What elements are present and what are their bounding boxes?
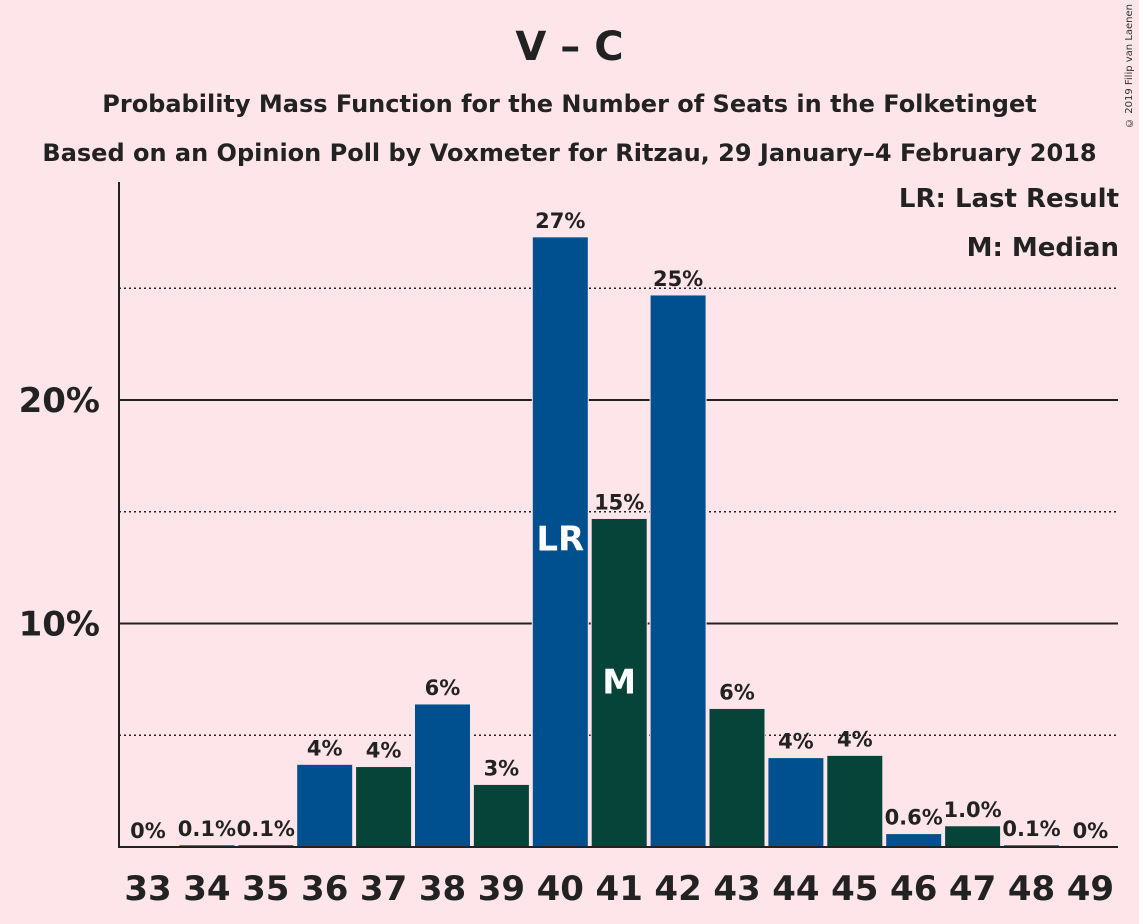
y-tick-label: 20% xyxy=(19,381,100,421)
x-tick-label-46: 46 xyxy=(890,869,937,909)
x-tick-label-47: 47 xyxy=(949,869,996,909)
y-tick-label: 10% xyxy=(19,605,100,645)
legend-median: M: Median xyxy=(966,233,1119,263)
data-label-36: 4% xyxy=(307,736,343,760)
data-label-41: 15% xyxy=(594,490,644,514)
x-tick-label-44: 44 xyxy=(772,869,819,909)
data-label-46: 0.6% xyxy=(885,806,943,830)
data-label-45: 4% xyxy=(837,727,873,751)
x-tick-label-35: 35 xyxy=(242,869,289,909)
data-label-40: 27% xyxy=(535,209,585,233)
x-tick-label-37: 37 xyxy=(360,869,407,909)
x-tick-label-41: 41 xyxy=(596,869,643,909)
bar-40 xyxy=(531,236,589,848)
data-label-48: 0.1% xyxy=(1002,817,1060,841)
x-tick-label-34: 34 xyxy=(183,869,230,909)
bar-45 xyxy=(826,754,884,848)
chart-subtitle-source: Based on an Opinion Poll by Voxmeter for… xyxy=(42,139,1097,167)
chart-subtitle: Probability Mass Function for the Number… xyxy=(102,90,1037,118)
bar-39 xyxy=(472,783,530,848)
data-label-42: 25% xyxy=(653,267,703,291)
marker-median: M xyxy=(602,663,636,703)
chart-title: V – C xyxy=(515,24,624,70)
bar-36 xyxy=(296,763,354,848)
legend-last-result: LR: Last Result xyxy=(898,184,1119,214)
data-label-38: 6% xyxy=(425,676,461,700)
data-label-37: 4% xyxy=(366,739,402,763)
x-tick-label-48: 48 xyxy=(1008,869,1055,909)
x-tick-label-33: 33 xyxy=(124,869,171,909)
x-tick-label-39: 39 xyxy=(478,869,525,909)
data-label-47: 1.0% xyxy=(943,798,1001,822)
x-tick-label-38: 38 xyxy=(419,869,466,909)
x-tick-label-45: 45 xyxy=(831,869,878,909)
bar-42 xyxy=(649,294,707,848)
bar-44 xyxy=(767,757,825,848)
data-label-44: 4% xyxy=(778,730,814,754)
data-label-33: 0% xyxy=(130,819,166,843)
marker-last-result: LR xyxy=(536,520,584,560)
bar-43 xyxy=(708,707,766,848)
data-label-34: 0.1% xyxy=(178,817,236,841)
data-label-39: 3% xyxy=(484,756,520,780)
bar-47 xyxy=(944,825,1002,848)
x-tick-label-42: 42 xyxy=(654,869,701,909)
data-label-49: 0% xyxy=(1073,819,1109,843)
bar-38 xyxy=(414,703,471,848)
data-label-35: 0.1% xyxy=(237,817,295,841)
x-tick-label-36: 36 xyxy=(301,869,348,909)
bar-41 xyxy=(590,517,648,848)
data-label-43: 6% xyxy=(719,680,755,704)
bar-37 xyxy=(355,766,413,848)
bar-46 xyxy=(885,833,943,848)
x-tick-label-40: 40 xyxy=(537,869,584,909)
x-tick-label-49: 49 xyxy=(1067,869,1114,909)
x-tick-label-43: 43 xyxy=(713,869,760,909)
